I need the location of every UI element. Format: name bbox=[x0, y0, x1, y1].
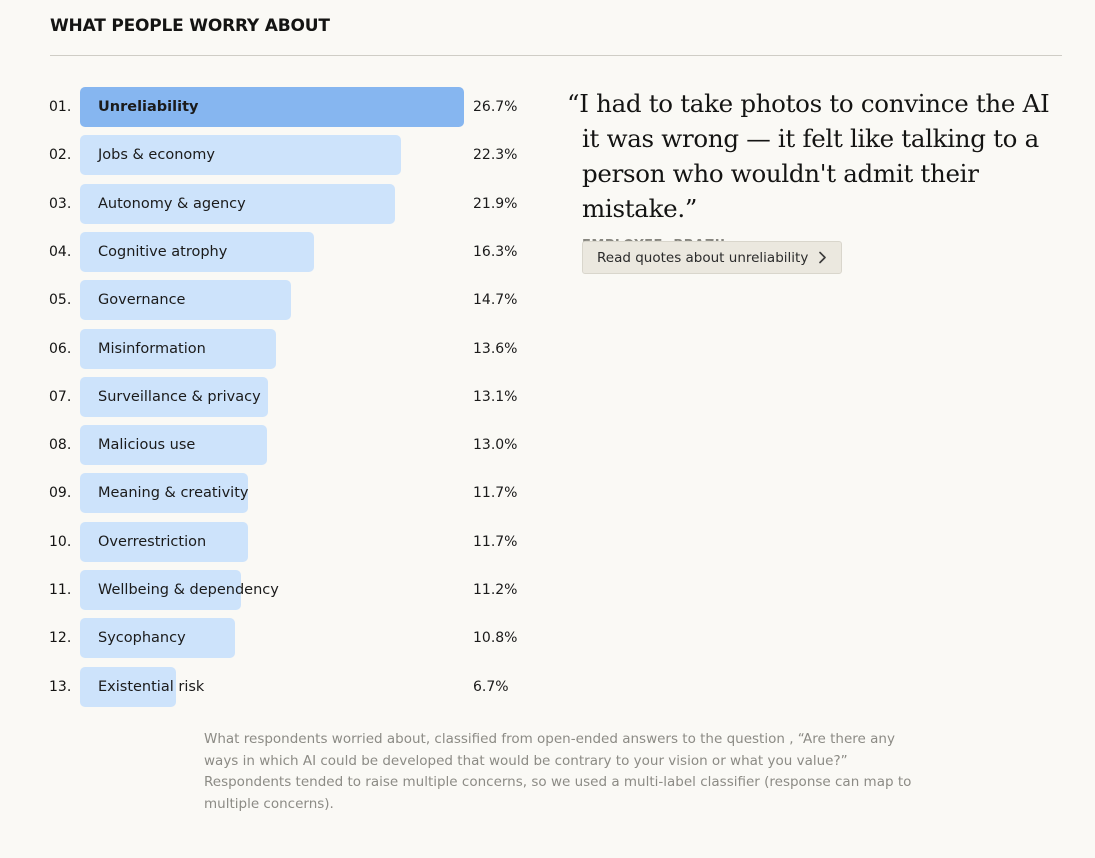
chart-row: 08. Malicious use 13.0% bbox=[0, 425, 560, 466]
value-label: 6.7% bbox=[473, 678, 509, 695]
quote-text: “I had to take photos to convince the AI… bbox=[567, 89, 1050, 223]
category-label: Cognitive atrophy bbox=[98, 243, 228, 260]
rank-label: 10. bbox=[49, 533, 72, 550]
value-label: 10.8% bbox=[473, 630, 518, 647]
category-label: Unreliability bbox=[98, 99, 199, 115]
category-label: Existential risk bbox=[98, 678, 205, 695]
bar bbox=[80, 666, 177, 707]
bar bbox=[80, 280, 292, 321]
section-title: WHAT PEOPLE WORRY ABOUT bbox=[50, 16, 330, 36]
category-label: Sycophancy bbox=[98, 630, 186, 647]
bar bbox=[80, 376, 269, 417]
chevron-right-icon bbox=[818, 251, 827, 264]
chart-row: 05. Governance 14.7% bbox=[0, 280, 560, 321]
chart-row: 11. Wellbeing & dependency 11.2% bbox=[0, 570, 560, 610]
chart-row: 04. Cognitive atrophy 16.3% bbox=[0, 231, 560, 272]
rank-label: 04. bbox=[49, 243, 72, 260]
category-label: Surveillance & privacy bbox=[98, 388, 261, 405]
rank-label: 11. bbox=[49, 582, 72, 598]
chart-row: 13. Existential risk 6.7% bbox=[0, 666, 560, 707]
chart-row: 12. Sycophancy 10.8% bbox=[0, 618, 560, 659]
bar bbox=[80, 570, 242, 610]
read-quotes-button[interactable]: Read quotes about unreliability bbox=[582, 241, 842, 274]
read-quotes-button-label: Read quotes about unreliability bbox=[597, 249, 809, 266]
value-label: 26.7% bbox=[473, 99, 518, 115]
value-label: 13.0% bbox=[473, 437, 518, 454]
quote-block: “I had to take photos to convince the AI… bbox=[566, 86, 1066, 253]
category-label: Malicious use bbox=[98, 437, 196, 454]
chart-row: 10. Overrestriction 11.7% bbox=[0, 521, 560, 562]
bar bbox=[80, 425, 267, 466]
value-label: 13.1% bbox=[473, 388, 518, 405]
chart-row: 07. Surveillance & privacy 13.1% bbox=[0, 376, 560, 417]
category-label: Misinformation bbox=[98, 340, 206, 357]
value-label: 11.2% bbox=[473, 582, 518, 598]
bar bbox=[80, 521, 249, 562]
chart-row: 06. Misinformation 13.6% bbox=[0, 328, 560, 369]
value-label: 14.7% bbox=[473, 292, 518, 309]
rank-label: 05. bbox=[49, 292, 72, 309]
bar bbox=[80, 183, 395, 224]
category-label: Governance bbox=[98, 292, 186, 309]
bar bbox=[80, 618, 236, 659]
rank-label: 12. bbox=[49, 630, 72, 647]
category-label: Autonomy & agency bbox=[98, 195, 246, 212]
value-label: 11.7% bbox=[473, 485, 518, 502]
rank-label: 06. bbox=[49, 340, 72, 357]
category-label: Overrestriction bbox=[98, 533, 207, 550]
category-label: Jobs & economy bbox=[98, 147, 215, 164]
rank-label: 03. bbox=[49, 195, 72, 212]
bar bbox=[80, 231, 315, 272]
category-label: Meaning & creativity bbox=[98, 485, 249, 502]
value-label: 22.3% bbox=[473, 147, 518, 164]
rank-label: 07. bbox=[49, 388, 72, 405]
bar bbox=[80, 87, 464, 127]
bar bbox=[80, 328, 276, 369]
rank-label: 13. bbox=[49, 678, 72, 695]
rank-label: 09. bbox=[49, 485, 72, 502]
category-label: Wellbeing & dependency bbox=[98, 582, 279, 598]
rank-label: 02. bbox=[49, 147, 72, 164]
title-divider bbox=[50, 55, 1062, 56]
chart-row: 09. Meaning & creativity 11.7% bbox=[0, 473, 560, 514]
value-label: 16.3% bbox=[473, 243, 518, 260]
rank-label: 08. bbox=[49, 437, 72, 454]
rank-label: 01. bbox=[49, 99, 72, 115]
worry-bar-chart: 01. Unreliability 26.7% 02. Jobs & economy 22… bbox=[0, 0, 560, 720]
chart-row: 02. Jobs & economy 22.3% bbox=[0, 135, 560, 176]
bar bbox=[80, 473, 249, 514]
value-label: 11.7% bbox=[473, 533, 518, 550]
chart-caption: What respondents worried about, classifi… bbox=[204, 731, 912, 812]
chart-row: 01. Unreliability 26.7% bbox=[0, 87, 560, 127]
bar bbox=[80, 135, 401, 176]
value-label: 21.9% bbox=[473, 195, 518, 212]
chart-row: 03. Autonomy & agency 21.9% bbox=[0, 183, 560, 224]
value-label: 13.6% bbox=[473, 340, 518, 357]
